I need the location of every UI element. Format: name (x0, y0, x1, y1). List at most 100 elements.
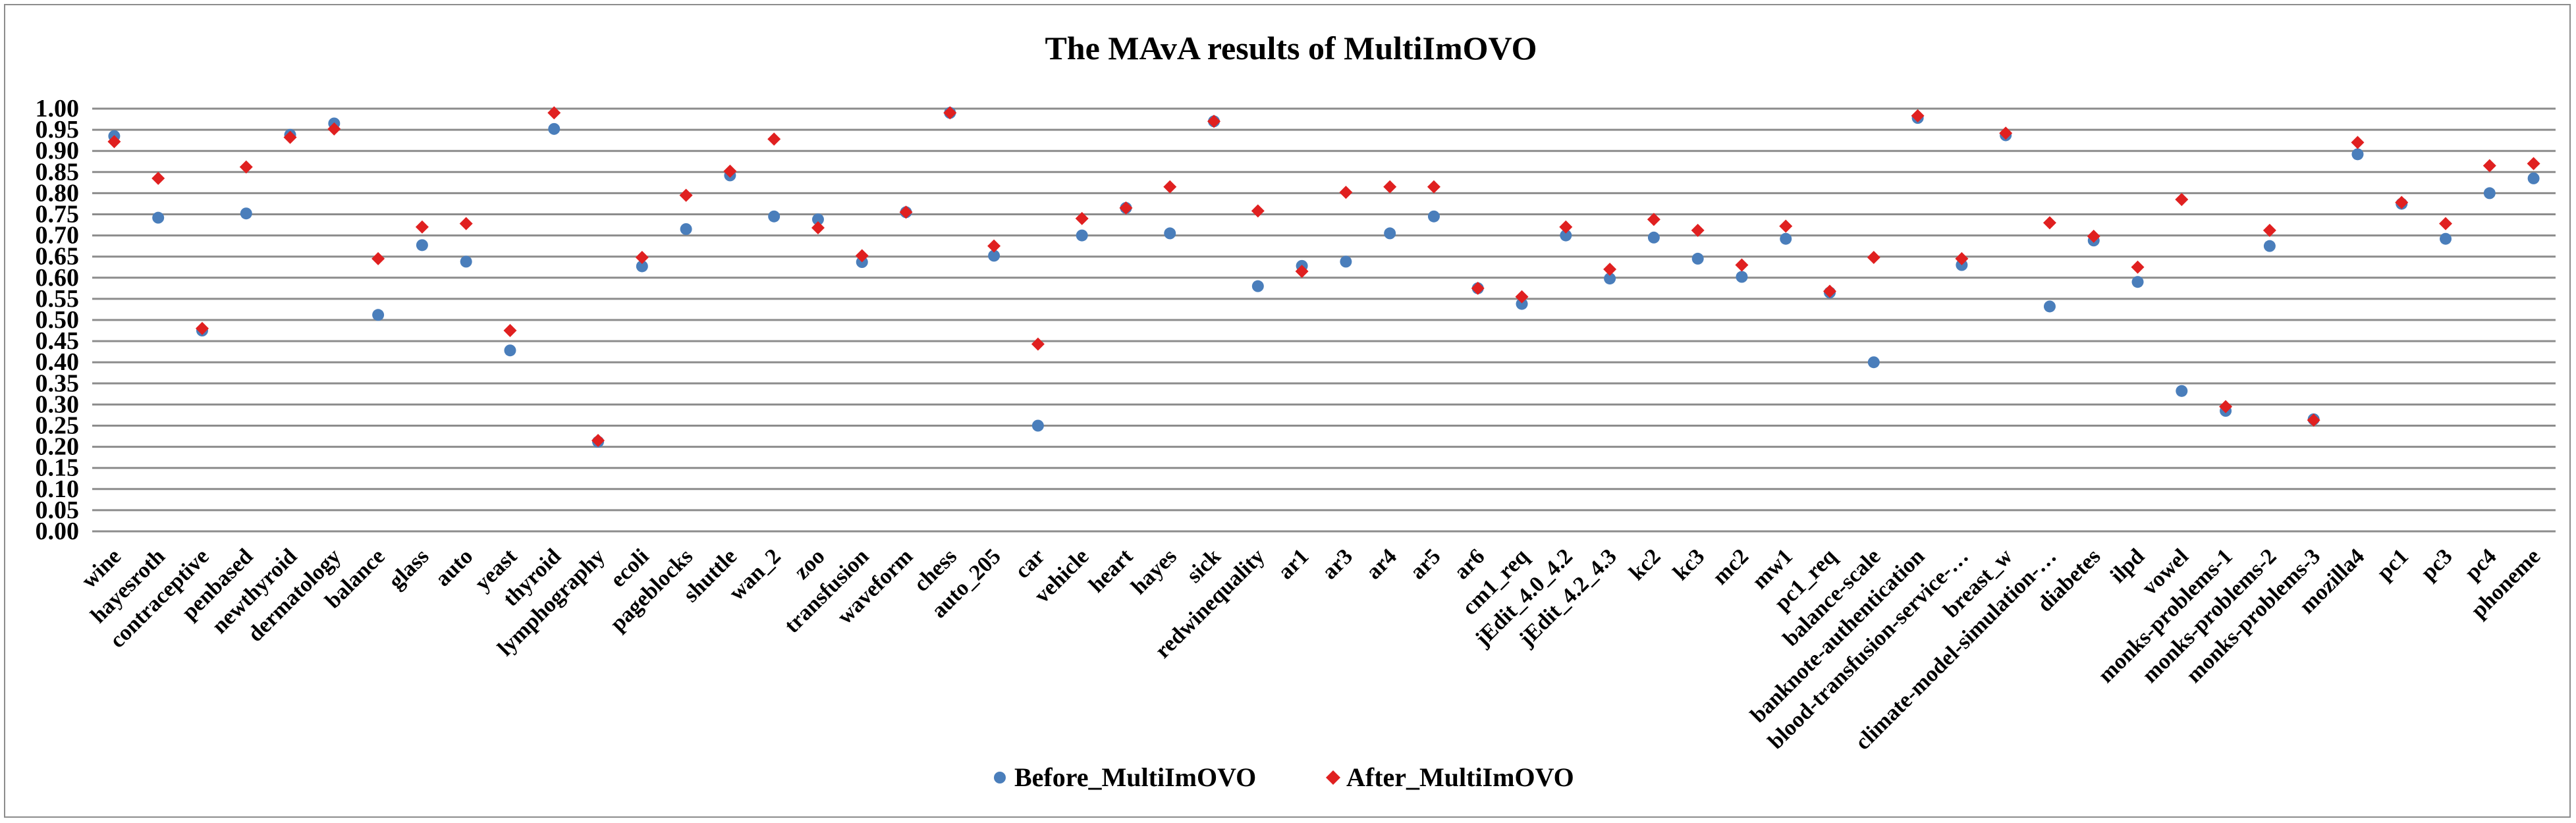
after-point (1823, 284, 1837, 298)
x-category-label: kc3 (1668, 544, 1709, 585)
y-tick-label: 0.05 (36, 496, 80, 524)
after-point (899, 205, 913, 219)
after-point (1031, 337, 1045, 351)
y-tick-label: 0.70 (36, 222, 80, 250)
y-tick-label: 0.45 (36, 327, 80, 355)
after-point (1955, 252, 1969, 265)
after-point (679, 188, 693, 202)
x-category-label: hayes (1126, 544, 1182, 599)
before-point (1867, 356, 1880, 369)
before-point (548, 122, 561, 135)
before-point (1780, 232, 1792, 245)
before-point (1076, 229, 1088, 242)
after-point (1427, 180, 1440, 194)
before-point (1031, 419, 1044, 432)
after-point (371, 252, 385, 265)
y-tick-label: 0.25 (36, 412, 80, 440)
after-point (1207, 115, 1221, 128)
before-point (1251, 280, 1264, 292)
y-tick-label: 0.90 (36, 137, 80, 165)
after-point (1075, 211, 1089, 225)
x-category-label: ar4 (1361, 544, 1402, 584)
before-point (2483, 187, 2496, 199)
y-axis-ticks: 0.000.050.100.150.200.250.300.350.400.45… (36, 95, 80, 545)
x-category-label: mc2 (1708, 544, 1753, 589)
x-axis-category-labels: winehayesrothcontraceptivepenbasednewthy… (77, 544, 2545, 755)
after-point (1911, 109, 1925, 122)
y-tick-label: 0.40 (36, 348, 80, 376)
after-point (195, 321, 209, 335)
after-point (547, 106, 561, 120)
after-point (1603, 262, 1617, 276)
after-point (811, 221, 825, 235)
after-point (2175, 193, 2189, 207)
before-point (1164, 227, 1176, 240)
before-point (1736, 271, 1748, 283)
after-point (327, 122, 341, 136)
before-point (2043, 300, 2056, 313)
y-tick-label: 1.00 (36, 95, 80, 122)
after-point (2042, 216, 2056, 230)
before-point (636, 260, 648, 273)
before-point (2351, 148, 2364, 161)
after-point (987, 239, 1001, 253)
before-point (460, 255, 472, 268)
before-point (2176, 385, 2188, 397)
before-point (2440, 232, 2452, 245)
before-point (680, 223, 692, 235)
y-tick-label: 0.65 (36, 243, 80, 271)
before-point (1604, 273, 1616, 285)
before-point (416, 239, 428, 252)
after-point (503, 324, 517, 338)
after-point (1251, 204, 1265, 218)
after-point (1515, 290, 1529, 304)
chart-title: The MAvA results of MultiImOVO (1045, 30, 1537, 66)
x-category-label: pc3 (2416, 544, 2457, 585)
after-point (2527, 157, 2540, 171)
x-category-label: glass (384, 544, 434, 594)
legend-marker-before (994, 772, 1006, 783)
chart-frame (4, 4, 2571, 818)
after-point (2351, 136, 2365, 149)
after-point (2482, 159, 2496, 173)
y-tick-label: 0.55 (36, 285, 80, 313)
y-tick-label: 0.75 (36, 201, 80, 228)
before-point (2263, 240, 2276, 252)
series-points (107, 106, 2540, 448)
after-point (1647, 213, 1660, 226)
legend-label-after: After_MultiImOVO (1346, 762, 1574, 792)
after-point (943, 106, 957, 120)
after-point (2219, 400, 2233, 413)
after-point (635, 250, 649, 264)
x-category-label: kc2 (1624, 544, 1665, 585)
x-category-label: ar3 (1317, 544, 1357, 584)
legend: Before_MultiImOVO After_MultiImOVO (994, 762, 1574, 792)
y-tick-label: 0.20 (36, 433, 80, 461)
after-point (1383, 180, 1397, 194)
after-point (2262, 223, 2276, 237)
x-category-label: pc1 (2372, 544, 2413, 585)
y-tick-label: 0.50 (36, 306, 80, 334)
x-category-label: heart (1084, 544, 1137, 597)
before-point (811, 213, 824, 226)
before-point (1516, 298, 1528, 310)
y-tick-label: 0.00 (36, 518, 80, 545)
before-point (988, 250, 1000, 262)
before-point (1340, 255, 1352, 268)
y-tick-label: 0.60 (36, 264, 80, 292)
after-point (855, 249, 869, 263)
after-point (1471, 281, 1485, 295)
after-point (723, 165, 737, 178)
after-point (1691, 223, 1705, 237)
after-point (1867, 250, 1880, 264)
y-tick-label: 0.80 (36, 179, 80, 207)
x-category-label: auto (431, 544, 478, 591)
after-point (2307, 413, 2320, 427)
after-point (459, 217, 473, 230)
before-point (2131, 276, 2144, 288)
after-point (1735, 258, 1749, 272)
y-tick-label: 0.10 (36, 475, 80, 503)
after-point (1999, 126, 2013, 140)
before-point (504, 344, 516, 357)
